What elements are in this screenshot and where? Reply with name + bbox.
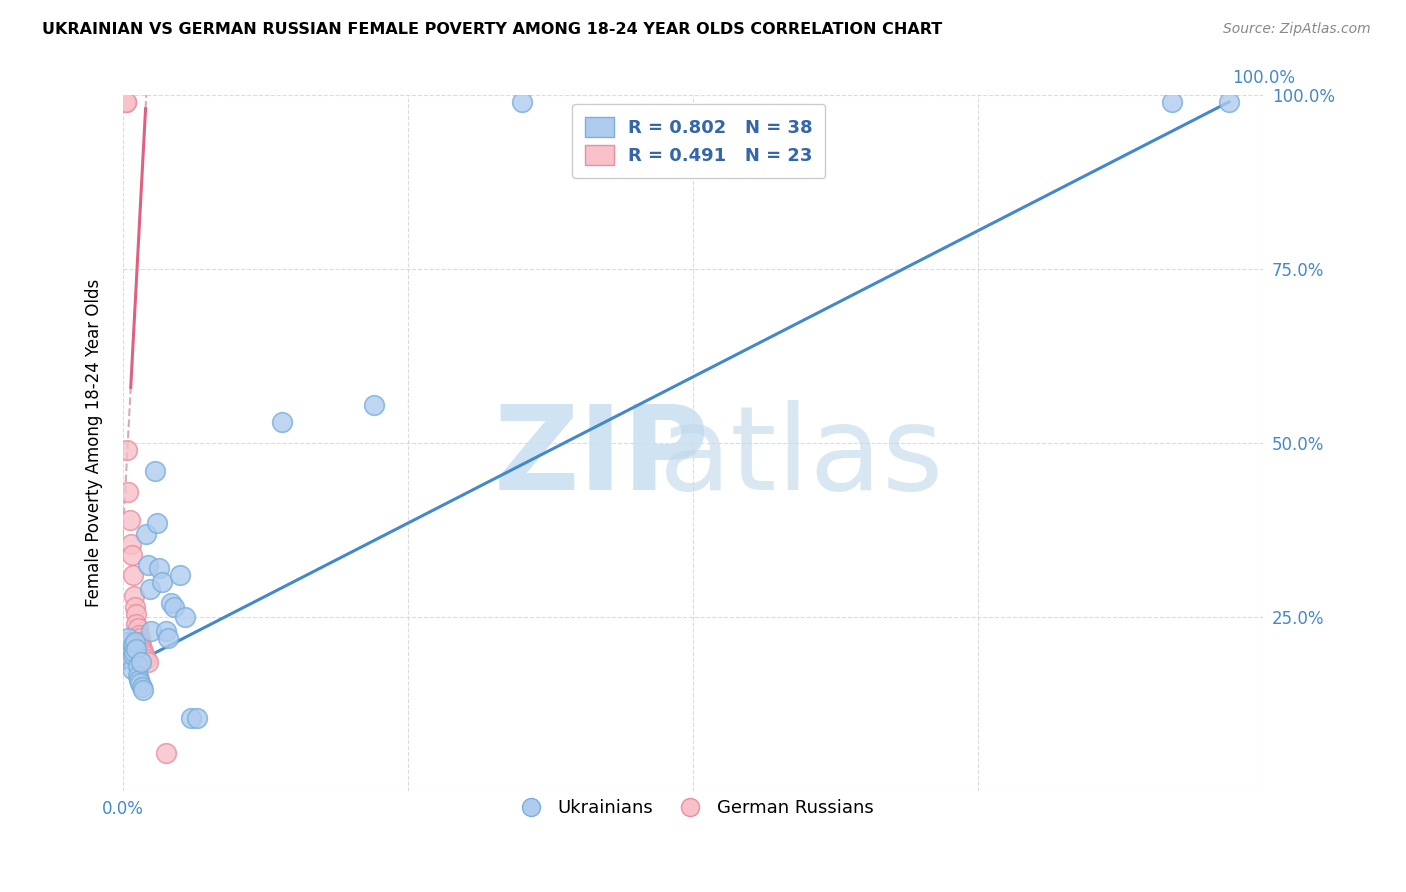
Text: Source: ZipAtlas.com: Source: ZipAtlas.com: [1223, 22, 1371, 37]
Point: [180, 711, 202, 725]
Point: [159, 596, 181, 610]
Point: [128, 634, 150, 648]
Y-axis label: Female Poverty Among 18-24 Year Olds: Female Poverty Among 18-24 Year Olds: [86, 279, 103, 607]
Point: [131, 680, 153, 694]
Point: [118, 513, 141, 527]
Point: [136, 656, 159, 670]
Text: atlas: atlas: [659, 400, 945, 515]
Point: [135, 526, 157, 541]
Point: [129, 638, 152, 652]
Point: [121, 548, 143, 562]
Point: [132, 683, 155, 698]
Point: [150, 575, 173, 590]
Point: [115, 95, 138, 109]
Legend: Ukrainians, German Russians: Ukrainians, German Russians: [505, 791, 880, 824]
Point: [127, 669, 149, 683]
Point: [117, 484, 139, 499]
Point: [136, 558, 159, 572]
Point: [186, 711, 208, 725]
Point: [157, 631, 180, 645]
Point: [155, 624, 177, 639]
Point: [128, 627, 150, 641]
Point: [1218, 95, 1240, 109]
Point: [271, 415, 294, 429]
Point: [139, 582, 162, 597]
Point: [125, 607, 148, 621]
Point: [125, 617, 148, 632]
Point: [121, 662, 143, 676]
Point: [122, 568, 145, 582]
Point: [128, 631, 150, 645]
Point: [129, 656, 152, 670]
Point: [155, 746, 177, 760]
Point: [128, 673, 150, 687]
Point: [122, 645, 145, 659]
Point: [115, 95, 138, 109]
Point: [117, 631, 139, 645]
Point: [125, 641, 148, 656]
Point: [124, 599, 146, 614]
Point: [163, 599, 186, 614]
Point: [363, 398, 385, 412]
Point: [117, 443, 139, 458]
Point: [169, 568, 191, 582]
Point: [510, 95, 533, 109]
Point: [135, 652, 157, 666]
Point: [131, 641, 153, 656]
Text: UKRAINIAN VS GERMAN RUSSIAN FEMALE POVERTY AMONG 18-24 YEAR OLDS CORRELATION CHA: UKRAINIAN VS GERMAN RUSSIAN FEMALE POVER…: [42, 22, 942, 37]
Point: [132, 645, 155, 659]
Point: [124, 634, 146, 648]
Point: [122, 589, 145, 603]
Point: [128, 676, 150, 690]
Point: [122, 638, 145, 652]
Point: [120, 652, 142, 666]
Point: [134, 648, 156, 663]
Point: [146, 516, 169, 531]
Point: [141, 624, 163, 639]
Point: [122, 648, 145, 663]
Text: ZIP: ZIP: [494, 400, 710, 515]
Point: [143, 464, 166, 478]
Point: [148, 561, 170, 575]
Point: [120, 537, 142, 551]
Point: [118, 648, 141, 663]
Point: [174, 610, 197, 624]
Point: [1161, 95, 1184, 109]
Point: [127, 621, 149, 635]
Point: [117, 634, 139, 648]
Point: [127, 659, 149, 673]
